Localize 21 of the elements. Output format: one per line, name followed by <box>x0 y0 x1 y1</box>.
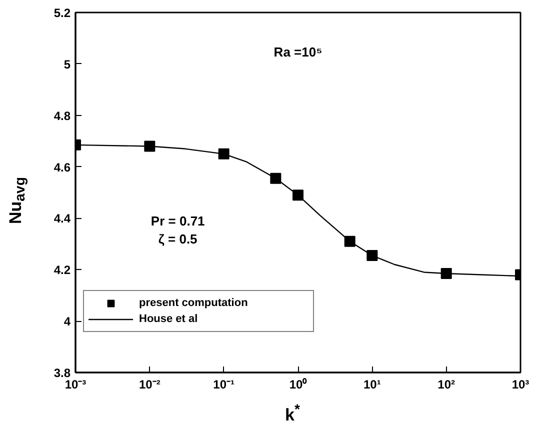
annotation: Ra =10⁵ <box>274 44 322 60</box>
y-tick-label: 4.6 <box>54 160 71 174</box>
y-tick-label: 4.2 <box>54 263 71 278</box>
x-tick-label: 10³ <box>512 378 530 392</box>
x-tick-label: 10¹ <box>363 378 381 392</box>
y-tick-label: 5 <box>64 57 71 72</box>
x-tick-label: 10⁻² <box>138 378 160 392</box>
y-tick-label: 5.2 <box>54 6 71 20</box>
x-axis-title: k$^{*}$ <box>285 401 300 427</box>
legend-label: present computation <box>139 296 249 311</box>
legend-label: House et al <box>139 312 199 327</box>
y-tick-label: 3.8 <box>54 366 71 380</box>
x-tick-label: 10² <box>438 378 456 392</box>
y-tick-label: 4 <box>64 314 71 329</box>
annotation: Pr = 0.71 <box>150 214 205 228</box>
x-tick-label: 10⁻¹ <box>213 378 235 392</box>
y-tick-label: 4.8 <box>54 108 71 123</box>
y-tick-label: 4.4 <box>54 212 71 226</box>
x-tick-label: 10⁻³ <box>64 378 86 392</box>
annotation: ζ = 0.5 <box>158 232 198 246</box>
x-tick-label: 10⁰ <box>289 378 308 392</box>
